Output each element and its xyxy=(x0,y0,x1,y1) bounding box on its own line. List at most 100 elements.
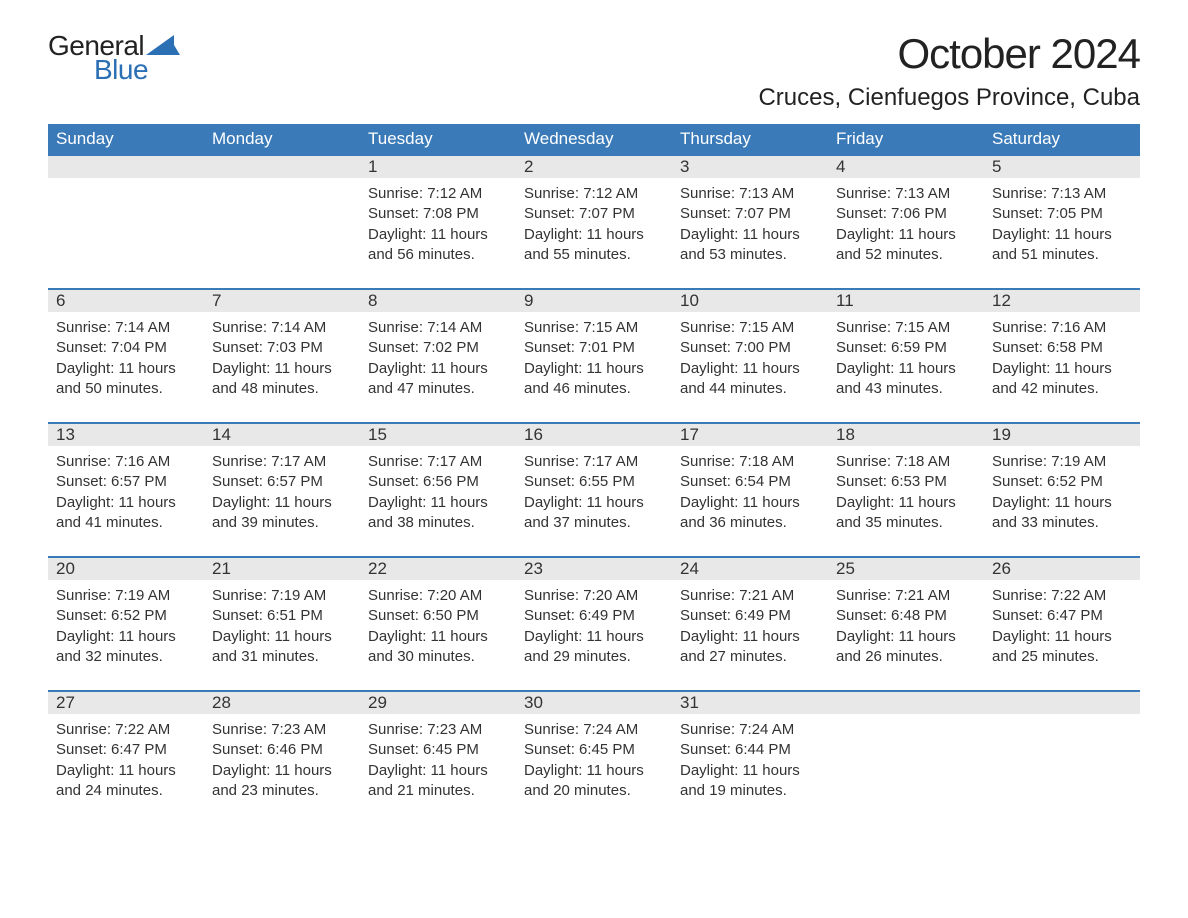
day-header-saturday: Saturday xyxy=(984,129,1140,149)
day-header-thursday: Thursday xyxy=(672,129,828,149)
day-header-wednesday: Wednesday xyxy=(516,129,672,149)
day-sunrise: Sunrise: 7:13 AM xyxy=(680,184,820,204)
day-number-bar-empty xyxy=(828,692,984,714)
day-content: Sunrise: 7:15 AMSunset: 7:01 PMDaylight:… xyxy=(516,312,672,403)
day-dl1: Daylight: 11 hours xyxy=(680,627,820,647)
day-number: 22 xyxy=(360,558,516,580)
day-cell: 29Sunrise: 7:23 AMSunset: 6:45 PMDayligh… xyxy=(360,692,516,810)
day-sunrise: Sunrise: 7:21 AM xyxy=(836,586,976,606)
day-number: 29 xyxy=(360,692,516,714)
day-content: Sunrise: 7:16 AMSunset: 6:58 PMDaylight:… xyxy=(984,312,1140,403)
day-cell: 10Sunrise: 7:15 AMSunset: 7:00 PMDayligh… xyxy=(672,290,828,408)
day-cell: 17Sunrise: 7:18 AMSunset: 6:54 PMDayligh… xyxy=(672,424,828,542)
day-dl2: and 20 minutes. xyxy=(524,781,664,801)
day-number: 24 xyxy=(672,558,828,580)
day-content: Sunrise: 7:12 AMSunset: 7:08 PMDaylight:… xyxy=(360,178,516,269)
day-sunset: Sunset: 6:49 PM xyxy=(524,606,664,626)
day-sunrise: Sunrise: 7:24 AM xyxy=(680,720,820,740)
day-dl2: and 42 minutes. xyxy=(992,379,1132,399)
day-sunset: Sunset: 6:54 PM xyxy=(680,472,820,492)
day-sunset: Sunset: 6:55 PM xyxy=(524,472,664,492)
day-cell: 18Sunrise: 7:18 AMSunset: 6:53 PMDayligh… xyxy=(828,424,984,542)
day-sunrise: Sunrise: 7:15 AM xyxy=(680,318,820,338)
day-header-row: Sunday Monday Tuesday Wednesday Thursday… xyxy=(48,124,1140,154)
day-sunrise: Sunrise: 7:19 AM xyxy=(212,586,352,606)
day-content: Sunrise: 7:17 AMSunset: 6:55 PMDaylight:… xyxy=(516,446,672,537)
day-dl2: and 48 minutes. xyxy=(212,379,352,399)
header: General Blue October 2024 Cruces, Cienfu… xyxy=(48,30,1140,112)
day-dl2: and 43 minutes. xyxy=(836,379,976,399)
day-header-tuesday: Tuesday xyxy=(360,129,516,149)
day-content: Sunrise: 7:23 AMSunset: 6:45 PMDaylight:… xyxy=(360,714,516,805)
day-sunset: Sunset: 6:59 PM xyxy=(836,338,976,358)
day-dl2: and 29 minutes. xyxy=(524,647,664,667)
day-cell: 26Sunrise: 7:22 AMSunset: 6:47 PMDayligh… xyxy=(984,558,1140,676)
day-cell: 23Sunrise: 7:20 AMSunset: 6:49 PMDayligh… xyxy=(516,558,672,676)
day-content: Sunrise: 7:18 AMSunset: 6:54 PMDaylight:… xyxy=(672,446,828,537)
day-dl1: Daylight: 11 hours xyxy=(992,493,1132,513)
day-dl1: Daylight: 11 hours xyxy=(368,359,508,379)
day-number: 12 xyxy=(984,290,1140,312)
day-dl2: and 51 minutes. xyxy=(992,245,1132,265)
day-sunset: Sunset: 7:06 PM xyxy=(836,204,976,224)
day-number: 20 xyxy=(48,558,204,580)
day-dl2: and 21 minutes. xyxy=(368,781,508,801)
day-sunset: Sunset: 7:07 PM xyxy=(524,204,664,224)
day-number: 17 xyxy=(672,424,828,446)
day-sunset: Sunset: 6:56 PM xyxy=(368,472,508,492)
day-content: Sunrise: 7:14 AMSunset: 7:03 PMDaylight:… xyxy=(204,312,360,403)
day-header-sunday: Sunday xyxy=(48,129,204,149)
day-number: 7 xyxy=(204,290,360,312)
day-sunrise: Sunrise: 7:17 AM xyxy=(212,452,352,472)
day-dl2: and 23 minutes. xyxy=(212,781,352,801)
day-dl2: and 47 minutes. xyxy=(368,379,508,399)
day-cell: 16Sunrise: 7:17 AMSunset: 6:55 PMDayligh… xyxy=(516,424,672,542)
day-cell: 6Sunrise: 7:14 AMSunset: 7:04 PMDaylight… xyxy=(48,290,204,408)
day-number: 31 xyxy=(672,692,828,714)
day-content: Sunrise: 7:21 AMSunset: 6:48 PMDaylight:… xyxy=(828,580,984,671)
day-sunrise: Sunrise: 7:18 AM xyxy=(836,452,976,472)
day-sunset: Sunset: 6:57 PM xyxy=(56,472,196,492)
day-dl1: Daylight: 11 hours xyxy=(680,359,820,379)
day-dl1: Daylight: 11 hours xyxy=(524,225,664,245)
day-dl1: Daylight: 11 hours xyxy=(368,225,508,245)
day-dl2: and 38 minutes. xyxy=(368,513,508,533)
day-sunset: Sunset: 6:47 PM xyxy=(56,740,196,760)
day-sunrise: Sunrise: 7:16 AM xyxy=(56,452,196,472)
day-content: Sunrise: 7:15 AMSunset: 6:59 PMDaylight:… xyxy=(828,312,984,403)
day-dl1: Daylight: 11 hours xyxy=(524,627,664,647)
day-content: Sunrise: 7:24 AMSunset: 6:44 PMDaylight:… xyxy=(672,714,828,805)
day-dl2: and 32 minutes. xyxy=(56,647,196,667)
day-sunset: Sunset: 6:47 PM xyxy=(992,606,1132,626)
day-sunset: Sunset: 7:05 PM xyxy=(992,204,1132,224)
day-content: Sunrise: 7:19 AMSunset: 6:52 PMDaylight:… xyxy=(984,446,1140,537)
day-content: Sunrise: 7:17 AMSunset: 6:57 PMDaylight:… xyxy=(204,446,360,537)
logo-word-blue: Blue xyxy=(94,54,148,86)
month-title: October 2024 xyxy=(758,30,1140,78)
day-cell: 19Sunrise: 7:19 AMSunset: 6:52 PMDayligh… xyxy=(984,424,1140,542)
day-cell: 1Sunrise: 7:12 AMSunset: 7:08 PMDaylight… xyxy=(360,156,516,274)
day-sunset: Sunset: 6:52 PM xyxy=(56,606,196,626)
day-dl2: and 26 minutes. xyxy=(836,647,976,667)
day-sunset: Sunset: 6:44 PM xyxy=(680,740,820,760)
day-cell: 13Sunrise: 7:16 AMSunset: 6:57 PMDayligh… xyxy=(48,424,204,542)
day-content: Sunrise: 7:22 AMSunset: 6:47 PMDaylight:… xyxy=(984,580,1140,671)
logo: General Blue xyxy=(48,30,180,86)
day-sunset: Sunset: 6:52 PM xyxy=(992,472,1132,492)
day-sunrise: Sunrise: 7:21 AM xyxy=(680,586,820,606)
day-number: 16 xyxy=(516,424,672,446)
day-sunset: Sunset: 7:03 PM xyxy=(212,338,352,358)
day-sunrise: Sunrise: 7:19 AM xyxy=(992,452,1132,472)
day-dl2: and 24 minutes. xyxy=(56,781,196,801)
day-content: Sunrise: 7:13 AMSunset: 7:05 PMDaylight:… xyxy=(984,178,1140,269)
day-dl2: and 52 minutes. xyxy=(836,245,976,265)
day-dl1: Daylight: 11 hours xyxy=(836,225,976,245)
day-content: Sunrise: 7:13 AMSunset: 7:07 PMDaylight:… xyxy=(672,178,828,269)
day-header-monday: Monday xyxy=(204,129,360,149)
day-dl1: Daylight: 11 hours xyxy=(212,493,352,513)
day-number: 4 xyxy=(828,156,984,178)
week-row: 27Sunrise: 7:22 AMSunset: 6:47 PMDayligh… xyxy=(48,690,1140,810)
day-dl2: and 33 minutes. xyxy=(992,513,1132,533)
day-sunset: Sunset: 6:50 PM xyxy=(368,606,508,626)
day-content: Sunrise: 7:19 AMSunset: 6:51 PMDaylight:… xyxy=(204,580,360,671)
